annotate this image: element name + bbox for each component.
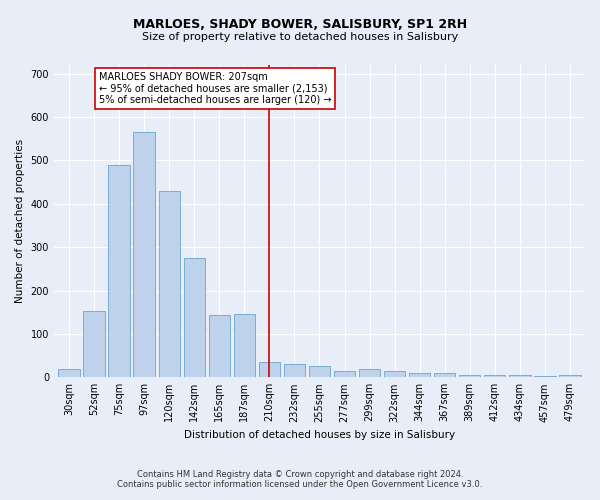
Bar bbox=[259, 362, 280, 378]
Bar bbox=[534, 376, 556, 378]
Bar bbox=[384, 371, 405, 378]
Bar bbox=[83, 312, 104, 378]
Bar bbox=[209, 316, 230, 378]
Bar bbox=[484, 375, 505, 378]
Bar bbox=[559, 375, 581, 378]
Bar bbox=[184, 258, 205, 378]
Text: Contains HM Land Registry data © Crown copyright and database right 2024.
Contai: Contains HM Land Registry data © Crown c… bbox=[118, 470, 482, 489]
Bar bbox=[359, 368, 380, 378]
Bar bbox=[158, 191, 180, 378]
Bar bbox=[58, 368, 80, 378]
Bar bbox=[109, 165, 130, 378]
Text: Size of property relative to detached houses in Salisbury: Size of property relative to detached ho… bbox=[142, 32, 458, 42]
Bar bbox=[334, 371, 355, 378]
Bar bbox=[133, 132, 155, 378]
Y-axis label: Number of detached properties: Number of detached properties bbox=[15, 139, 25, 303]
Bar bbox=[509, 375, 530, 378]
Bar bbox=[233, 314, 255, 378]
Bar bbox=[409, 373, 430, 378]
Bar bbox=[284, 364, 305, 378]
Bar bbox=[459, 375, 481, 378]
Text: MARLOES SHADY BOWER: 207sqm
← 95% of detached houses are smaller (2,153)
5% of s: MARLOES SHADY BOWER: 207sqm ← 95% of det… bbox=[99, 72, 332, 106]
Bar bbox=[309, 366, 330, 378]
X-axis label: Distribution of detached houses by size in Salisbury: Distribution of detached houses by size … bbox=[184, 430, 455, 440]
Bar bbox=[434, 373, 455, 378]
Text: MARLOES, SHADY BOWER, SALISBURY, SP1 2RH: MARLOES, SHADY BOWER, SALISBURY, SP1 2RH bbox=[133, 18, 467, 30]
